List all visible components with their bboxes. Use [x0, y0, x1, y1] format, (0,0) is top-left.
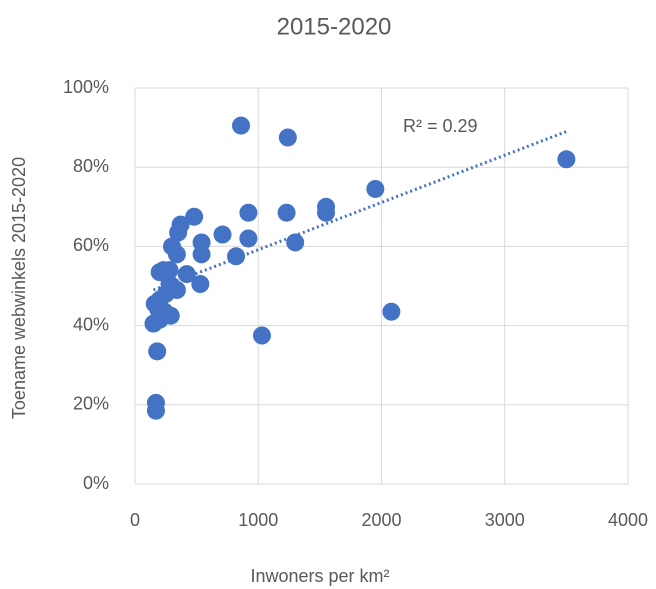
annotation: R² = 0.29: [403, 116, 478, 136]
point: [239, 203, 258, 222]
point: [192, 245, 211, 264]
x-tick-label: 0: [130, 510, 140, 530]
y-axis-label: Toename webwinkels 2015-2020: [9, 157, 29, 419]
point: [185, 207, 204, 226]
point: [366, 179, 385, 198]
y-tick-label: 100%: [63, 77, 109, 97]
point: [148, 342, 167, 361]
point: [191, 275, 210, 294]
point: [167, 245, 186, 264]
point: [252, 326, 271, 345]
point: [146, 401, 165, 420]
point: [317, 203, 336, 222]
x-tick-label: 2000: [361, 510, 401, 530]
point: [169, 223, 188, 242]
point: [227, 247, 246, 266]
point: [239, 229, 258, 248]
x-axis-label: Inwoners per km²: [250, 566, 389, 586]
point: [213, 225, 232, 244]
y-tick-label: 20%: [73, 394, 109, 414]
chart-title: 2015-2020: [277, 13, 392, 40]
point: [150, 310, 169, 329]
x-tick-label: 1000: [238, 510, 278, 530]
point: [382, 302, 401, 321]
y-tick-label: 0%: [83, 473, 109, 493]
y-tick-label: 80%: [73, 156, 109, 176]
point: [150, 263, 169, 282]
trendline: [152, 130, 567, 292]
point: [277, 203, 296, 222]
x-tick-label: 3000: [485, 510, 525, 530]
point: [278, 128, 297, 147]
y-tick-label: 60%: [73, 235, 109, 255]
point: [557, 150, 576, 169]
y-tick-label: 40%: [73, 314, 109, 334]
x-tick-label: 4000: [608, 510, 648, 530]
point: [231, 116, 250, 135]
